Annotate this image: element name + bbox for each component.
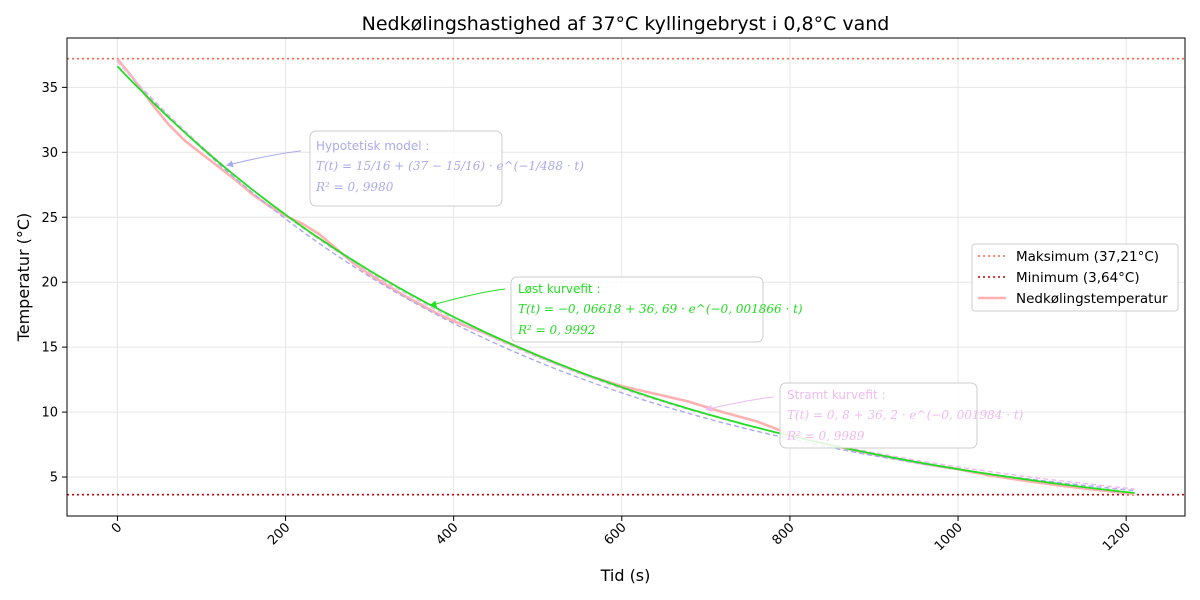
annotations: Hypotetisk model : T(t) = 15/16 + (37 − 1…	[226, 130, 1024, 449]
chart-title: Nedkølingshastighed af 37°C kyllingebrys…	[362, 13, 890, 35]
x-tick-label: 0	[109, 520, 125, 536]
annotation-arrow	[429, 288, 506, 308]
grid	[67, 38, 1185, 516]
fit-line-stramt	[116, 60, 1135, 490]
annotation-equation: T(t) = 0, 8 + 36, 2 · e^(−0, 001984 · t)	[787, 408, 1024, 422]
annotation-r2: R² = 0, 9989	[786, 429, 865, 443]
legend-box	[971, 243, 1179, 312]
plot-area	[67, 57, 1185, 496]
x-tick-label: 800	[770, 520, 798, 548]
annotation-title: Løst kurvefit :	[518, 282, 601, 296]
y-tick-label: 35	[41, 81, 58, 96]
annotation-equation: T(t) = 15/16 + (37 − 15/16) · e^(−1/488 …	[316, 159, 584, 173]
annotation-r2: R² = 0, 9980	[315, 180, 394, 194]
annotation-arrow	[226, 150, 302, 168]
x-tick-label: 200	[265, 520, 293, 548]
annotation-arrow	[705, 396, 775, 412]
x-axis: 0 200 400 600 800 1000 1200	[109, 516, 1134, 554]
legend-item-nedkolingstemperatur: Nedkølingstemperatur	[978, 291, 1168, 307]
y-tick-label: 5	[50, 471, 58, 486]
y-tick-label: 15	[41, 341, 58, 356]
annotation-equation: T(t) = −0, 06618 + 36, 69 · e^(−0, 00186…	[518, 302, 803, 316]
legend-item-maksimum: Maksimum (37,21°C)	[978, 249, 1159, 265]
x-tick-label: 400	[433, 520, 461, 548]
x-tick-label: 1200	[1100, 520, 1134, 554]
annotation-hypotetisk: Hypotetisk model : T(t) = 15/16 + (37 − 1…	[226, 130, 584, 207]
fit-line-lost	[116, 65, 1135, 494]
annotation-box	[309, 130, 503, 207]
annotation-box	[510, 276, 764, 343]
x-tick-label: 600	[601, 520, 629, 548]
annotation-r2: R² = 0, 9992	[517, 323, 595, 337]
annotation-title: Stramt kurvefit :	[787, 388, 886, 402]
plot-frame	[66, 37, 1186, 517]
legend-label: Nedkølingstemperatur	[1016, 291, 1168, 307]
y-tick-label: 20	[41, 276, 58, 291]
legend-label: Minimum (3,64°C)	[1016, 270, 1140, 286]
y-axis-label: Temperatur (°C)	[14, 213, 33, 343]
y-tick-label: 10	[41, 406, 58, 421]
x-axis-label: Tid (s)	[600, 566, 651, 585]
annotation-box	[779, 382, 978, 449]
y-axis: 5 10 15 20 25 30 35	[41, 81, 67, 486]
legend-label: Maksimum (37,21°C)	[1016, 249, 1159, 265]
legend-item-minimum: Minimum (3,64°C)	[978, 270, 1140, 286]
annotation-lost: Løst kurvefit : T(t) = −0, 06618 + 36, 69…	[429, 276, 803, 343]
annotation-title: Hypotetisk model :	[316, 139, 429, 153]
legend: Maksimum (37,21°C) Minimum (3,64°C) Nedkøl…	[971, 243, 1179, 312]
x-tick-label: 1000	[932, 520, 966, 554]
y-tick-label: 25	[41, 211, 58, 226]
annotation-stramt: Stramt kurvefit : T(t) = 0, 8 + 36, 2 · e…	[705, 382, 1024, 449]
y-tick-label: 30	[41, 146, 58, 161]
